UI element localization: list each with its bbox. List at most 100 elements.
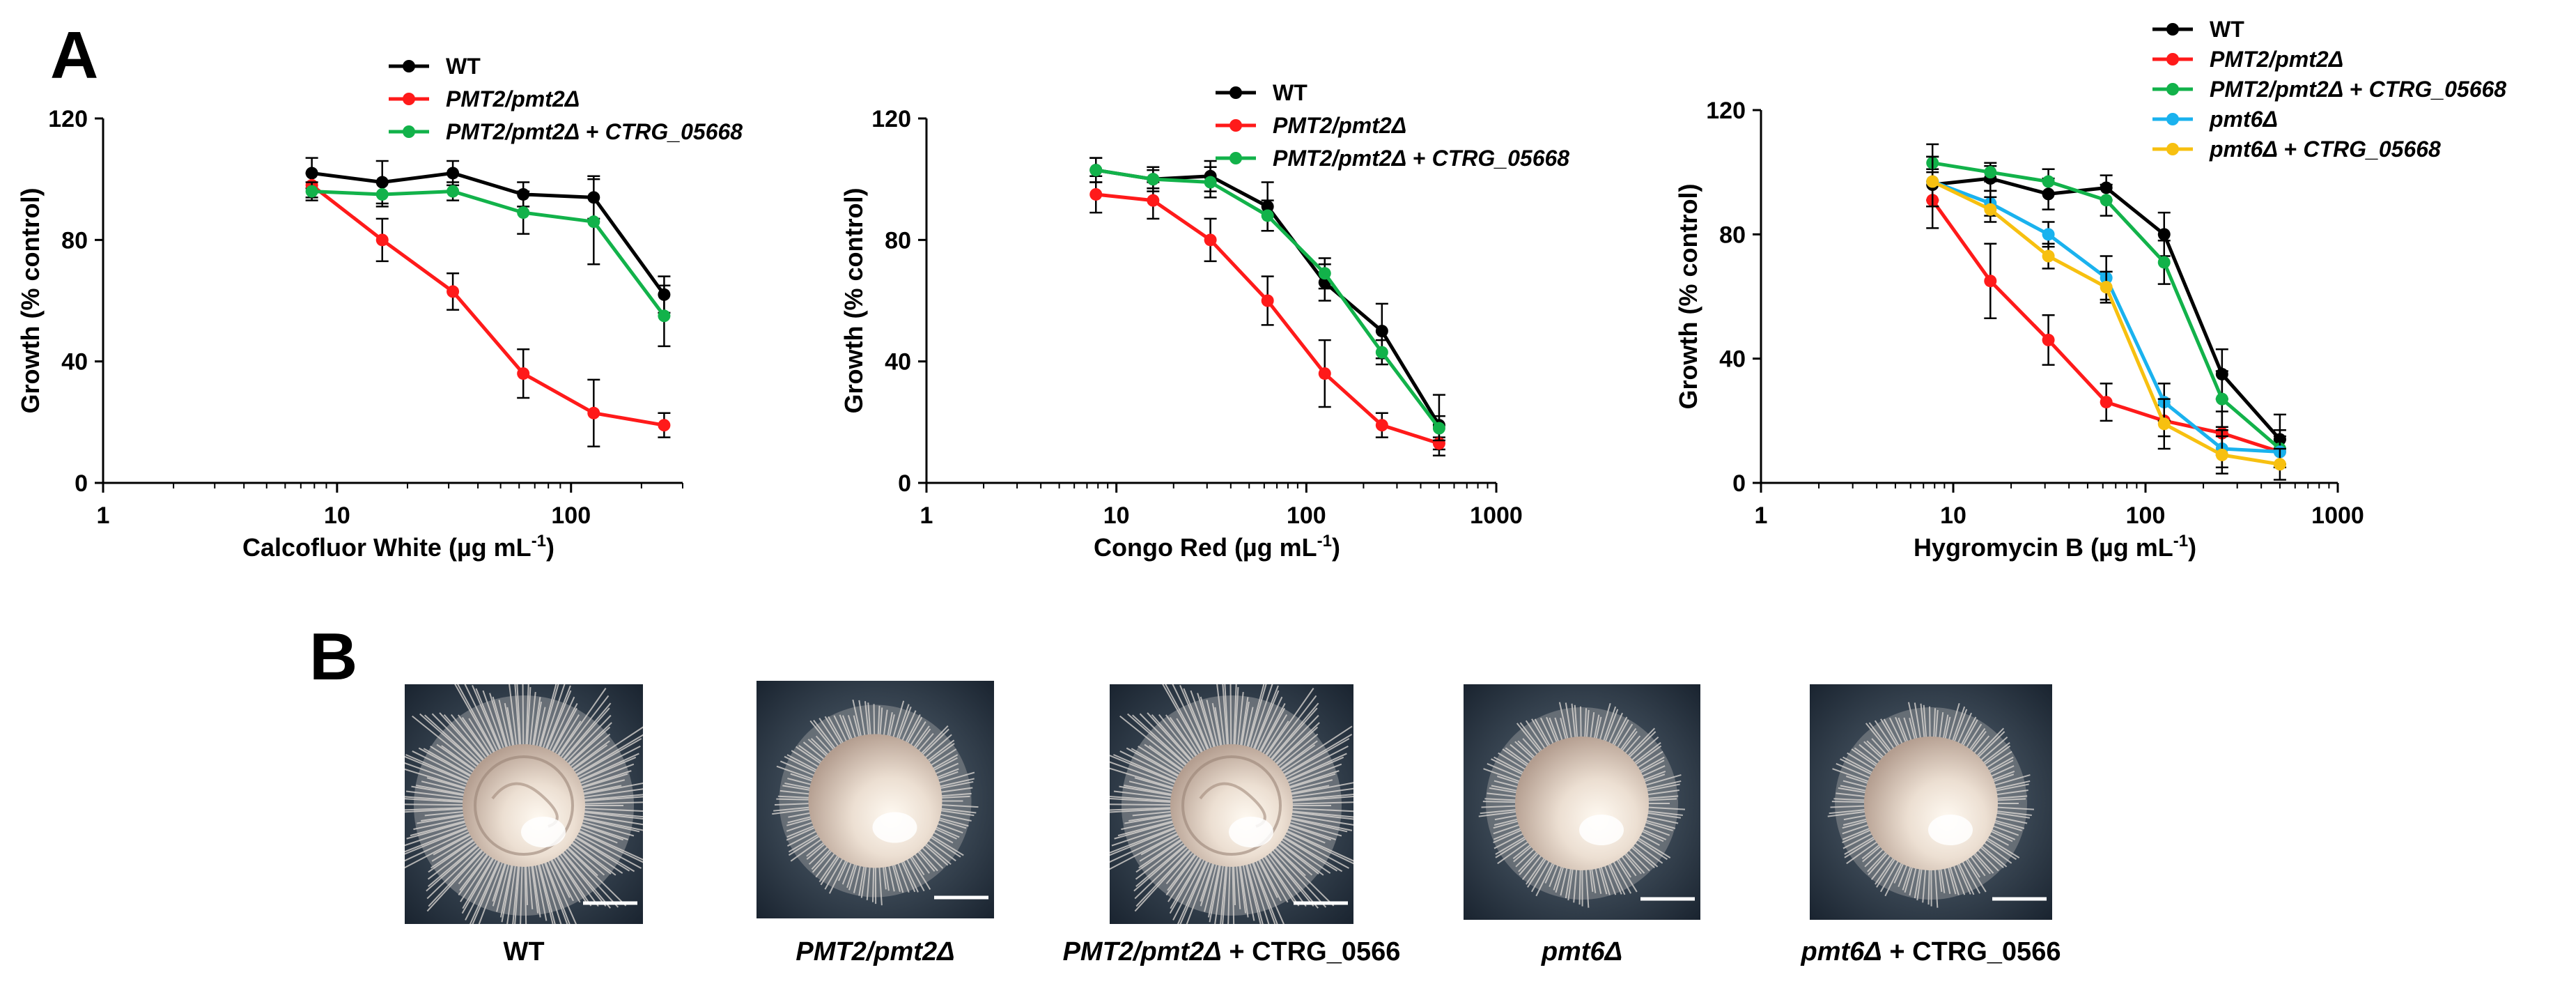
- series-line: [1932, 180, 2281, 466]
- colony-wrinkle: [1181, 755, 1282, 856]
- data-point: [1375, 325, 1388, 338]
- data-point: [1261, 209, 1274, 222]
- data-point: [2042, 228, 2055, 241]
- colony-highlight: [1229, 817, 1273, 847]
- legend-item-pmt6delta-ctrg-05668: pmt6Δ + CTRG_05668: [2152, 137, 2441, 162]
- photo-caption: pmt6Δ + CTRG_0566: [1801, 937, 2061, 966]
- data-point: [2273, 458, 2286, 471]
- y-tick-label: 120: [48, 106, 88, 132]
- x-tick-label: 100: [1287, 502, 1326, 529]
- data-point: [2042, 333, 2055, 346]
- colony-highlight: [1579, 815, 1624, 845]
- legend-label: PMT2/pmt2Δ: [446, 86, 580, 111]
- colony-highlight: [521, 817, 566, 847]
- data-point: [1089, 187, 1103, 201]
- y-axis-title: Growth (% control): [1674, 184, 1702, 410]
- legend-label: pmt6Δ + CTRG_05668: [2209, 137, 2441, 162]
- colony-body: [1515, 737, 1649, 870]
- legend-label: PMT2/pmt2Δ: [1273, 113, 1406, 138]
- y-axis-title: Growth (% control): [839, 188, 868, 414]
- x-axis-title: Hygromycin B (µg mL-1): [1914, 532, 2196, 562]
- x-tick-label: 10: [1103, 502, 1130, 529]
- data-point: [447, 167, 460, 180]
- y-tick-label: 80: [1719, 222, 1746, 248]
- data-point: [2215, 448, 2228, 461]
- colony-body: [1864, 737, 1998, 870]
- filaments: [1110, 684, 1353, 924]
- legend-swatch-marker: [403, 125, 415, 138]
- data-point: [1089, 164, 1103, 177]
- series-pmt2-pmt2delta: [305, 172, 671, 447]
- data-point: [1318, 367, 1331, 380]
- data-point: [1375, 346, 1388, 359]
- colony-photo-pmt6delta-ctrg-0566: pmt6Δ + CTRG_0566: [1801, 684, 2061, 966]
- series-pmt2-pmt2delta-ctrg-05668: [305, 178, 671, 348]
- data-point: [447, 185, 460, 198]
- legend-swatch-marker: [403, 60, 415, 72]
- data-point: [658, 309, 671, 323]
- series-line: [311, 183, 665, 427]
- legend-label: WT: [446, 54, 481, 79]
- legend-swatch-marker: [1229, 119, 1242, 132]
- data-point: [2100, 281, 2113, 294]
- data-point: [658, 419, 671, 432]
- legend: WT PMT2/pmt2Δ PMT2/pmt2Δ + CTRG_05668: [389, 54, 743, 144]
- x-tick-label: 10: [324, 502, 350, 529]
- legend-swatch-marker: [2166, 53, 2179, 66]
- legend-item-wt: WT: [2152, 17, 2244, 42]
- legend-swatch-marker: [2166, 83, 2179, 95]
- legend-item-pmt2-pmt2delta-ctrg-05668: PMT2/pmt2Δ + CTRG_05668: [1216, 146, 1569, 171]
- data-point: [2157, 417, 2171, 431]
- x-axis-title: Calcofluor White (µg mL-1): [242, 532, 554, 562]
- x-tick-label: 1: [97, 502, 110, 529]
- data-point: [375, 187, 389, 201]
- photo-caption: PMT2/pmt2Δ + CTRG_0566: [1063, 937, 1401, 966]
- legend-label: pmt6Δ: [2209, 107, 2278, 132]
- legend-swatch-marker: [1229, 86, 1242, 99]
- colony-body: [463, 744, 585, 867]
- colony-photos: WT PMT2/pmt2Δ PMT2/pmt2Δ + CTRG_0566 pmt6Δ p…: [405, 681, 2061, 966]
- data-point: [2157, 228, 2171, 241]
- data-point: [1204, 233, 1217, 247]
- panel-label-a: A: [50, 18, 98, 93]
- x-tick-label: 1: [1755, 502, 1768, 529]
- series-pmt6delta-ctrg-05668: [1926, 155, 2286, 481]
- data-point: [2042, 175, 2055, 188]
- panel-label-b: B: [309, 619, 357, 694]
- y-axis-title: Growth (% control): [16, 188, 45, 414]
- data-point: [517, 206, 530, 219]
- filaments: [772, 699, 979, 906]
- data-point: [587, 215, 600, 229]
- colony-photo-pmt2-pmt2delta-ctrg-0566: PMT2/pmt2Δ + CTRG_0566: [1063, 684, 1401, 966]
- legend-label: WT: [1273, 80, 1308, 105]
- data-point: [2042, 249, 2055, 263]
- y-tick-label: 40: [1719, 346, 1746, 373]
- legend-item-pmt2-pmt2delta-ctrg-05668: PMT2/pmt2Δ + CTRG_05668: [389, 119, 743, 144]
- legend: WT PMT2/pmt2Δ PMT2/pmt2Δ + CTRG_05668 pmt6Δ…: [2152, 17, 2506, 162]
- legend-item-wt: WT: [389, 54, 481, 79]
- data-point: [2100, 396, 2113, 409]
- series-pmt2-pmt2delta: [1089, 175, 1445, 451]
- photo-caption: pmt6Δ: [1541, 937, 1622, 966]
- x-tick-label: 1000: [1470, 502, 1523, 529]
- data-point: [1432, 422, 1445, 435]
- y-tick-label: 40: [61, 349, 88, 376]
- x-tick-label: 100: [2126, 502, 2166, 529]
- legend-label: PMT2/pmt2Δ + CTRG_05668: [2210, 77, 2506, 102]
- legend-item-pmt6delta: pmt6Δ: [2152, 107, 2278, 132]
- y-tick-label: 120: [871, 106, 911, 132]
- data-point: [1984, 203, 1997, 216]
- data-point: [1204, 176, 1217, 189]
- x-tick-label: 1: [920, 502, 933, 529]
- legend-label: PMT2/pmt2Δ + CTRG_05668: [446, 119, 743, 144]
- colony-wrinkle: [474, 755, 574, 856]
- legend-swatch-marker: [1229, 152, 1242, 164]
- colony-photo-pmt6delta: pmt6Δ: [1464, 684, 1700, 966]
- legend: WT PMT2/pmt2Δ PMT2/pmt2Δ + CTRG_05668: [1216, 80, 1569, 171]
- legend-swatch-marker: [2166, 113, 2179, 125]
- x-axis-title: Congo Red (µg mL-1): [1094, 532, 1340, 562]
- series-line: [311, 171, 666, 296]
- y-tick-label: 0: [75, 470, 88, 497]
